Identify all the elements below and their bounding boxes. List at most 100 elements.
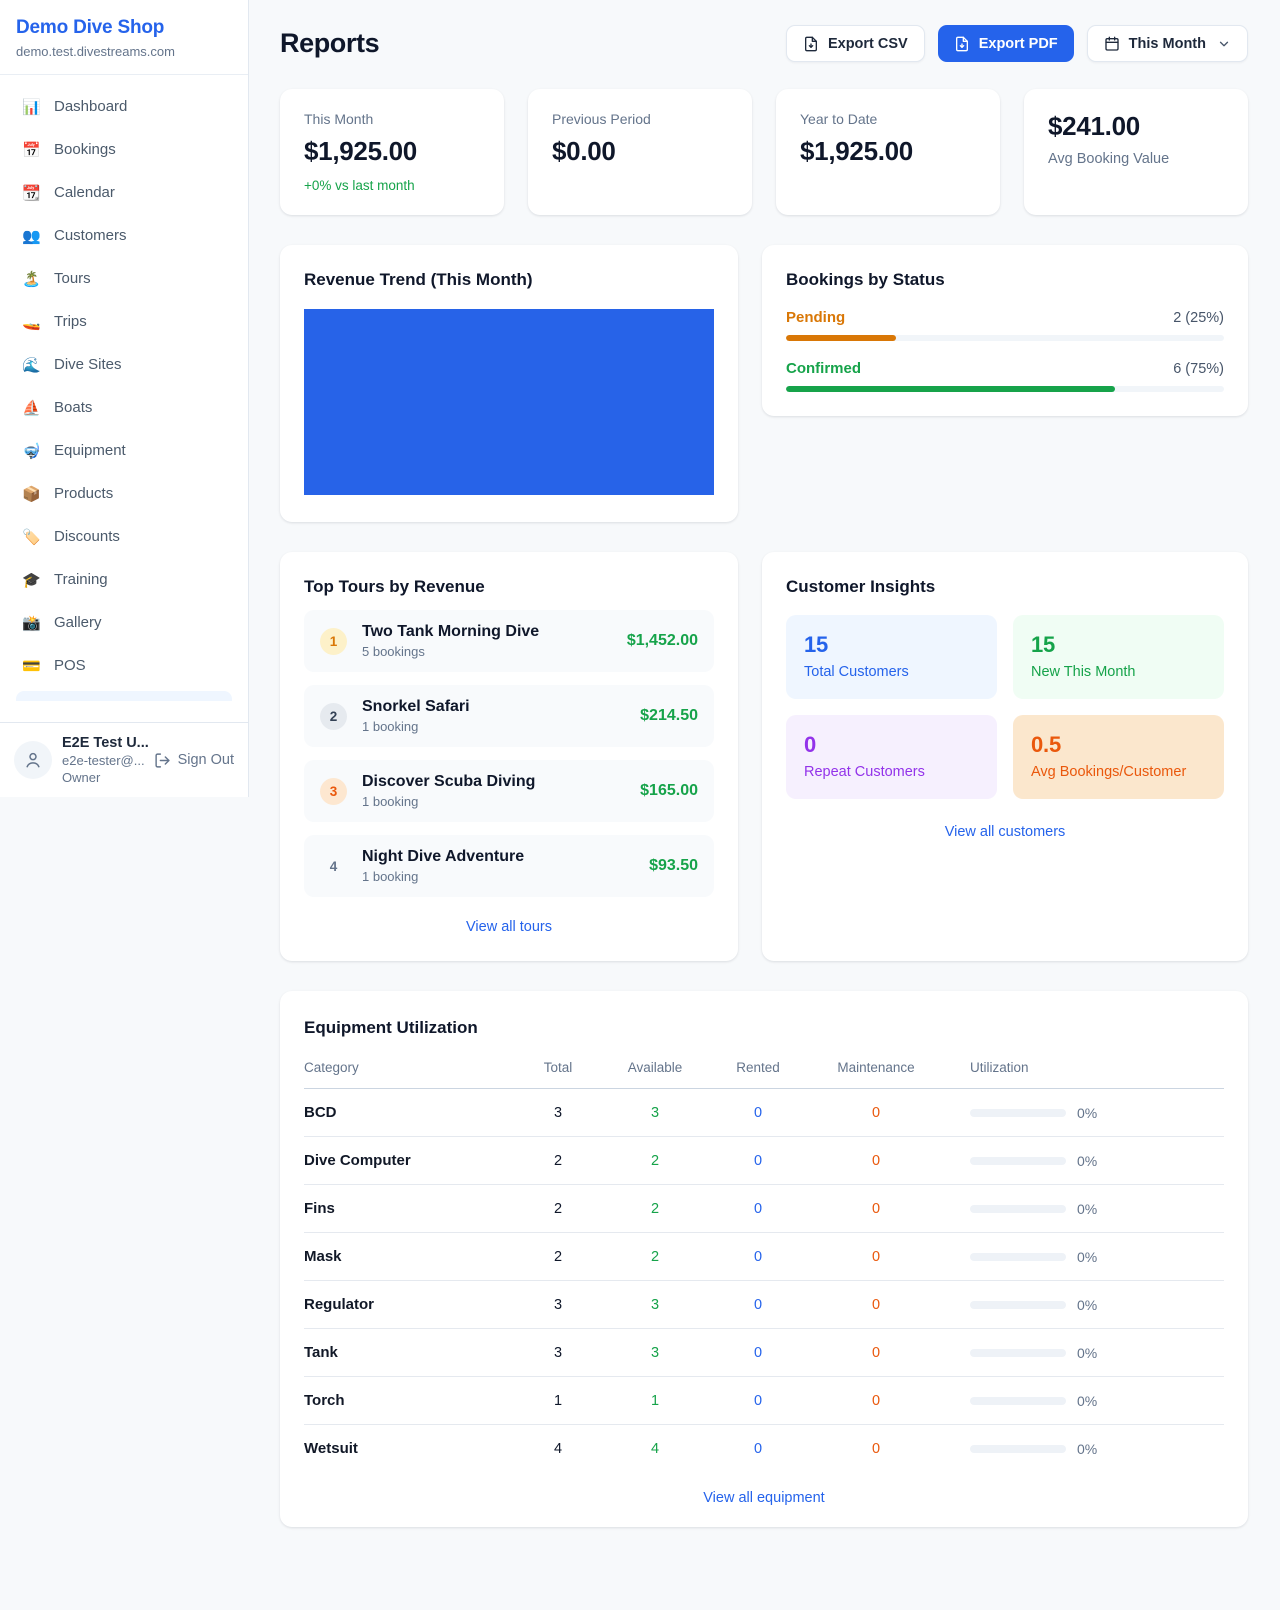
export-csv-button[interactable]: Export CSV (785, 25, 925, 62)
cell-available: 2 (602, 1232, 708, 1281)
tile-value: 15 (804, 632, 829, 657)
tour-bookings: 1 booking (362, 794, 419, 809)
rank-badge: 3 (320, 777, 347, 805)
customers-icon: 👥 (22, 227, 41, 245)
cell-category: Wetsuit (304, 1440, 358, 1457)
status-row-pending: Pending 2 (25%) (786, 309, 1224, 341)
stat-value: $0.00 (552, 136, 616, 166)
sidebar-item-gallery[interactable]: 📸 Gallery (8, 605, 240, 640)
sidebar-item-trips[interactable]: 🚤 Trips (8, 304, 240, 339)
file-download-icon (804, 36, 817, 51)
stat-delta: +0% vs last month (304, 178, 415, 193)
bookings-by-status-title: Bookings by Status (786, 270, 945, 289)
sidebar-item-label: Customers (54, 227, 127, 244)
tile-value: 15 (1031, 632, 1056, 657)
revenue-trend-chart (304, 309, 714, 495)
period-dropdown[interactable]: This Month (1086, 25, 1248, 62)
stat-value: $241.00 (1048, 111, 1140, 141)
sidebar-item-boats[interactable]: ⛵ Boats (8, 390, 240, 425)
status-label: Confirmed (786, 360, 861, 377)
stat-card-previous-period: Previous Period $0.00 (528, 89, 752, 215)
view-all-customers-link[interactable]: View all customers (944, 824, 1066, 840)
sidebar-item-label: Calendar (54, 184, 115, 201)
sidebar-item-calendar[interactable]: 📆 Calendar (8, 175, 240, 210)
cell-total: 3 (514, 1280, 602, 1329)
stat-card-year-to-date: Year to Date $1,925.00 (776, 89, 1000, 215)
sidebar-item-bookings[interactable]: 📅 Bookings (8, 132, 240, 167)
cell-maintenance: 0 (808, 1088, 944, 1137)
sidebar-item-dashboard[interactable]: 📊 Dashboard (8, 89, 240, 124)
column-header-rented: Rented (708, 1054, 808, 1089)
utilization-bar (970, 1252, 1066, 1261)
utilization-bar (970, 1156, 1066, 1165)
sidebar-item-tours[interactable]: 🏝️ Tours (8, 261, 240, 296)
stat-cards: This Month $1,925.00 +0% vs last month P… (280, 89, 1248, 215)
customer-insights-card: Customer Insights 15 Total Customers 15 … (762, 552, 1248, 961)
cell-available: 3 (602, 1088, 708, 1137)
cell-rented: 0 (708, 1184, 808, 1233)
sidebar-nav: 📊 Dashboard 📅 Bookings 📆 Calendar 👥 Cust… (0, 75, 248, 722)
sidebar-item-customers[interactable]: 👥 Customers (8, 218, 240, 253)
utilization-bar (970, 1444, 1066, 1453)
shop-name: Demo Dive Shop (16, 17, 165, 38)
sidebar-item-label: Gallery (54, 614, 102, 631)
table-row: BCD 3 3 0 0 0% (304, 1088, 1224, 1137)
cell-category: Tank (304, 1328, 514, 1377)
export-pdf-label: Export PDF (978, 35, 1058, 52)
tile-value: 0 (804, 732, 817, 757)
rank-badge: 2 (320, 702, 347, 730)
tour-name: Night Dive Adventure (362, 848, 525, 865)
top-tours-title: Top Tours by Revenue (304, 577, 485, 596)
dashboard-icon: 📊 (22, 98, 41, 116)
table-header-row: Category Total Available Rented Maintena… (304, 1054, 1224, 1089)
tour-revenue: $165.00 (640, 782, 698, 799)
insights-row: Top Tours by Revenue 1 Two Tank Morning … (280, 552, 1248, 961)
tour-name: Two Tank Morning Dive (362, 623, 540, 640)
file-download-icon (955, 36, 968, 51)
table-row: Wetsuit 4 4 0 0 0% (304, 1425, 1224, 1470)
status-count: 2 (25%) (1173, 310, 1224, 326)
sidebar-item-pos[interactable]: 💳 POS (8, 648, 240, 683)
tour-bookings: 1 booking (362, 719, 419, 734)
user-info: E2E Test U... e2e-tester@... Owner (62, 735, 149, 785)
tour-revenue: $214.50 (640, 707, 698, 724)
cell-utilization: 0% (1077, 1200, 1098, 1217)
cell-utilization: 0% (1077, 1248, 1098, 1265)
tour-row: 2 Snorkel Safari 1 booking $214.50 (304, 685, 714, 747)
sidebar-item-training[interactable]: 🎓 Training (8, 562, 240, 597)
sidebar-item-equipment[interactable]: 🤿 Equipment (8, 433, 240, 468)
view-all-tours-link[interactable]: View all tours (466, 919, 552, 935)
utilization-bar (970, 1300, 1066, 1309)
view-all-equipment-link[interactable]: View all equipment (703, 1490, 825, 1506)
sidebar-item-dive-sites[interactable]: 🌊 Dive Sites (8, 347, 240, 382)
stat-value: $1,925.00 (800, 136, 913, 166)
revenue-trend-card: Revenue Trend (This Month) (280, 245, 738, 522)
charts-row: Revenue Trend (This Month) Bookings by S… (280, 245, 1248, 522)
tour-name: Discover Scuba Diving (362, 773, 536, 790)
cell-rented: 0 (708, 1232, 808, 1281)
main-content: Reports Export CSV Export PDF This Month… (249, 0, 1280, 1527)
cell-available: 3 (602, 1280, 708, 1329)
cell-maintenance: 0 (808, 1136, 944, 1185)
sidebar-item-products[interactable]: 📦 Products (8, 476, 240, 511)
sailboat-icon: ⛵ (22, 399, 41, 417)
cell-maintenance: 0 (808, 1328, 944, 1377)
tile-repeat-customers: 0 Repeat Customers (786, 715, 997, 799)
sidebar-item-discounts[interactable]: 🏷️ Discounts (8, 519, 240, 554)
top-tours-card: Top Tours by Revenue 1 Two Tank Morning … (280, 552, 738, 961)
island-icon: 🏝️ (22, 270, 41, 288)
cell-rented: 0 (753, 1440, 763, 1457)
cell-category: BCD (304, 1088, 514, 1137)
column-header-category: Category (304, 1054, 514, 1089)
sidebar-item-label: Products (54, 485, 114, 502)
package-icon: 📦 (22, 485, 41, 503)
sign-out-button[interactable]: Sign Out (154, 752, 234, 769)
tag-icon: 🏷️ (22, 528, 41, 546)
user-role: Owner (62, 770, 101, 785)
sidebar-item-label: Trips (54, 313, 87, 330)
tile-label: Repeat Customers (804, 764, 925, 780)
sidebar-item-reports-active-partial[interactable] (16, 691, 232, 701)
export-pdf-button[interactable]: Export PDF (937, 25, 1074, 62)
column-header-available: Available (602, 1054, 708, 1089)
insight-tiles: 15 Total Customers 15 New This Month 0 R… (786, 615, 1224, 799)
